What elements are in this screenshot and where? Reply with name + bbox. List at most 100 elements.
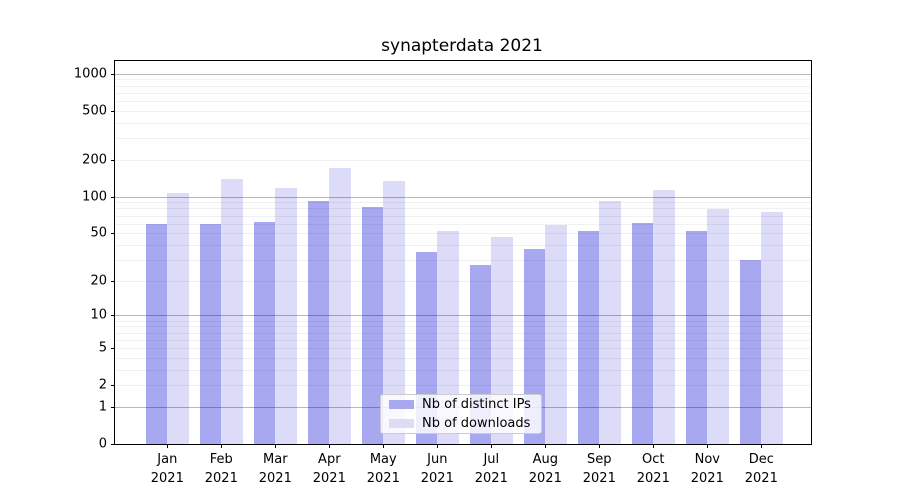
gridline-major-100 [115, 196, 811, 198]
x-tick-label-mar: Mar 2021 [258, 452, 292, 486]
x-tick-oct [653, 444, 655, 448]
x-tick-label-sep: Sep 2021 [582, 452, 616, 486]
legend-item-downloads: Nb of downloads [389, 416, 533, 431]
bar-downloads-jan [167, 192, 189, 444]
y-tick-label-100: 100 [82, 189, 107, 205]
bar-distinct-ips-nov [685, 231, 708, 444]
plot-area: 0 1 2 5 10 20 50 100 200 500 1000 Jan 2021 Feb 2021… [74, 60, 812, 486]
bar-downloads-nov [707, 209, 729, 444]
x-tick-mar [275, 444, 277, 448]
bar-distinct-ips-may [361, 206, 384, 444]
y-tick-label-0: 0 [98, 436, 107, 452]
gridline-minor [115, 369, 811, 371]
gridline-minor [115, 347, 811, 349]
x-tick-jul [491, 444, 493, 448]
chart-title: synapterdata 2021 [381, 36, 543, 56]
gridline-minor [115, 110, 811, 112]
y-tick-2 [111, 385, 115, 387]
y-tick-label-500: 500 [82, 103, 107, 119]
y-tick-label-1000: 1000 [73, 66, 107, 82]
x-tick-jan [167, 444, 169, 448]
gridline-minor [115, 233, 811, 235]
bar-downloads-jun [437, 231, 459, 444]
bar-distinct-ips-dec [739, 259, 762, 444]
gridline-minor [115, 122, 811, 124]
bar-downloads-jul [491, 236, 513, 444]
bar-downloads-mar [275, 188, 297, 444]
gridline-minor [115, 357, 811, 359]
gridline-minor [115, 223, 811, 225]
gridline-major-10 [115, 315, 811, 317]
x-tick-label-jun: Jun 2021 [420, 452, 454, 486]
x-tick-label-nov: Nov 2021 [690, 452, 724, 486]
x-tick-label-jan: Jan 2021 [150, 452, 184, 486]
bar-distinct-ips-feb [199, 223, 222, 444]
gridline-minor [115, 79, 811, 81]
y-tick-50 [111, 233, 115, 235]
bar-distinct-ips-apr [307, 200, 330, 444]
y-tick-500 [111, 110, 115, 112]
gridline-minor [115, 215, 811, 217]
y-tick-5 [111, 347, 115, 349]
legend-label-downloads: Nb of downloads [422, 416, 531, 431]
gridline-minor [115, 208, 811, 210]
bar-downloads-feb [221, 178, 243, 444]
bar-distinct-ips-sep [577, 231, 600, 444]
legend-swatch-distinct-ips [389, 400, 414, 409]
x-tick-dec [761, 444, 763, 448]
x-tick-label-feb: Feb 2021 [204, 452, 238, 486]
legend-label-distinct-ips: Nb of distinct IPs [422, 397, 531, 412]
y-tick-10 [111, 315, 115, 317]
y-tick-label-2: 2 [98, 377, 107, 393]
x-tick-jun [437, 444, 439, 448]
x-tick-label-apr: Apr 2021 [312, 452, 346, 486]
gridline-major-1000 [115, 73, 811, 75]
gridline-minor [115, 259, 811, 261]
gridline-minor [115, 101, 811, 103]
gridline-minor [115, 332, 811, 334]
bar-downloads-may [383, 181, 405, 444]
gridline-minor [115, 202, 811, 204]
x-tick-feb [221, 444, 223, 448]
x-tick-label-may: May 2021 [366, 452, 400, 486]
gridline-minor [115, 326, 811, 328]
bar-distinct-ips-jan [145, 223, 168, 444]
y-tick-200 [111, 159, 115, 161]
legend: Nb of distinct IPs Nb of downloads [380, 394, 542, 434]
y-tick-label-1: 1 [98, 399, 107, 415]
y-tick-20 [111, 280, 115, 282]
y-tick-label-50: 50 [90, 225, 107, 241]
x-tick-nov [707, 444, 709, 448]
y-tick-label-200: 200 [82, 152, 107, 168]
legend-item-distinct-ips: Nb of distinct IPs [389, 397, 533, 412]
x-tick-label-jul: Jul 2021 [474, 452, 508, 486]
y-tick-100 [111, 196, 115, 198]
bar-downloads-oct [653, 190, 675, 444]
y-tick-1 [111, 406, 115, 408]
x-tick-may [383, 444, 385, 448]
x-tick-aug [545, 444, 547, 448]
y-tick-label-5: 5 [98, 340, 107, 356]
bar-distinct-ips-mar [253, 221, 276, 444]
y-tick-1000 [111, 73, 115, 75]
bar-distinct-ips-oct [631, 222, 654, 444]
x-tick-label-dec: Dec 2021 [744, 452, 778, 486]
legend-swatch-downloads [389, 419, 414, 428]
gridline-minor [115, 320, 811, 322]
x-tick-apr [329, 444, 331, 448]
gridline-minor [115, 159, 811, 161]
gridline-minor [115, 280, 811, 282]
x-tick-label-oct: Oct 2021 [636, 452, 670, 486]
gridline-minor [115, 244, 811, 246]
gridline-minor [115, 92, 811, 94]
bar-downloads-dec [761, 211, 783, 444]
y-tick-label-20: 20 [90, 273, 107, 289]
bar-downloads-sep [599, 201, 621, 444]
y-tick-label-10: 10 [90, 307, 107, 323]
bar-downloads-aug [545, 224, 567, 444]
x-tick-label-aug: Aug 2021 [528, 452, 562, 486]
y-tick-0 [111, 444, 115, 445]
x-tick-sep [599, 444, 601, 448]
gridline-minor [115, 339, 811, 341]
